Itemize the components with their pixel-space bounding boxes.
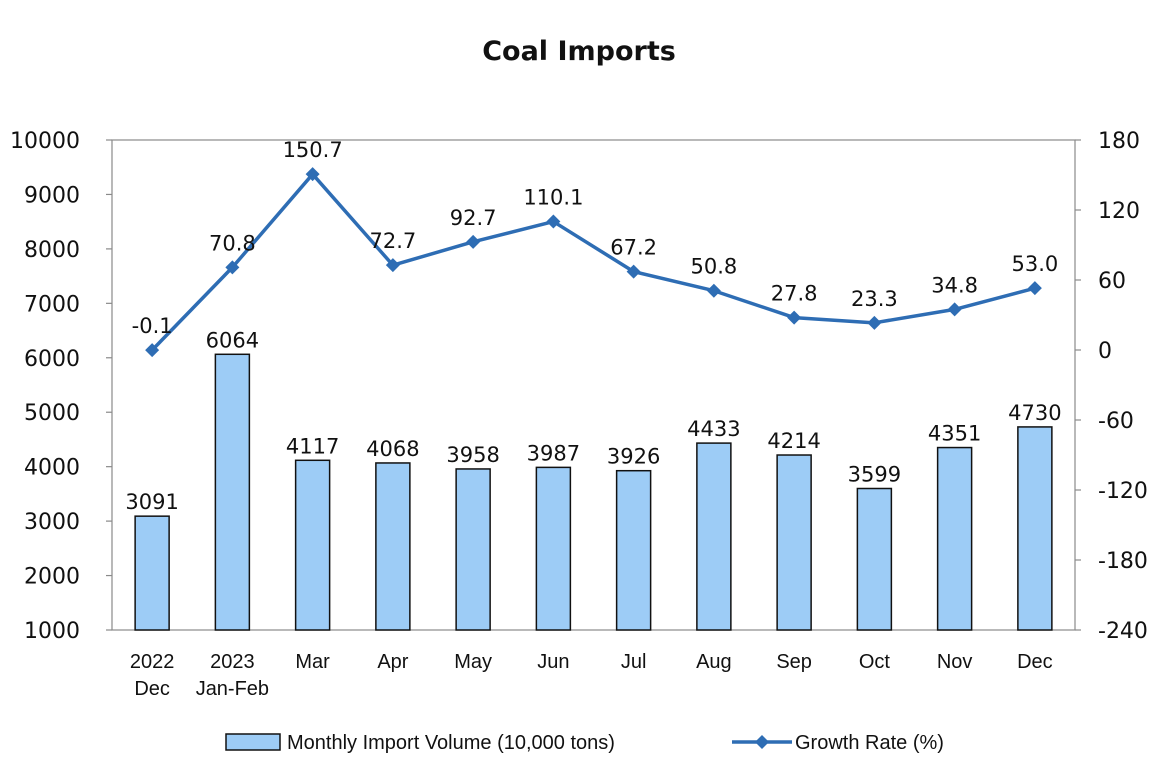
- bar: [375, 462, 411, 631]
- growth-rate-value-label: 53.0: [1011, 252, 1058, 276]
- left-axis-tick-label: 4000: [24, 456, 80, 481]
- x-axis-category-label: Apr: [377, 651, 408, 673]
- bar: [455, 468, 491, 631]
- growth-rate-marker: [546, 214, 561, 229]
- x-axis-category-label: Sep: [776, 651, 812, 673]
- growth-rate-marker: [947, 302, 962, 317]
- bar-series: [134, 353, 1053, 631]
- x-axis-category-label: Dec: [134, 678, 170, 700]
- bar: [856, 487, 893, 631]
- left-axis-tick-label: 1000: [24, 619, 80, 644]
- left-axis-tick-label: 10000: [10, 129, 80, 154]
- bar: [214, 353, 251, 631]
- axes: 1000 2000 3000 4000 5000 6000 7000 8000 9000 1000…: [10, 129, 1148, 700]
- growth-rate-value-label: 27.8: [771, 282, 818, 306]
- x-axis-category-label: 2022: [130, 651, 175, 673]
- growth-rate-value-label: 34.8: [931, 273, 978, 297]
- bar-value-label: 4117: [286, 434, 339, 458]
- x-axis-category-label: Aug: [696, 651, 732, 673]
- growth-rate-value-label: -0.1: [132, 314, 173, 338]
- legend-bar-swatch: [225, 733, 281, 751]
- bar: [294, 459, 331, 631]
- growth-rate-marker: [626, 264, 641, 279]
- bar-value-label: 4730: [1008, 401, 1061, 425]
- left-axis-tick-label: 9000: [24, 183, 80, 208]
- bar: [696, 442, 732, 631]
- x-axis-category-label: Jun: [537, 651, 569, 673]
- growth-rate-value-label: 110.1: [523, 186, 583, 210]
- left-axis-tick-label: 5000: [24, 401, 80, 426]
- growth-rate-marker: [385, 258, 400, 273]
- bar: [776, 454, 812, 631]
- x-axis-category-label: Mar: [295, 651, 330, 673]
- right-axis-tick-label: -120: [1098, 479, 1148, 504]
- chart-title: Coal Imports: [482, 36, 676, 67]
- x-axis-category-label: Jan-Feb: [196, 678, 269, 700]
- x-axis-category-label: Dec: [1017, 651, 1053, 673]
- left-axis-tick-label: 7000: [24, 292, 80, 317]
- bar-value-label: 3987: [527, 441, 580, 465]
- right-axis-tick-label: 0: [1098, 339, 1112, 364]
- growth-rate-marker: [1027, 281, 1042, 296]
- x-axis-category-label: Jul: [621, 651, 647, 673]
- growth-rate-marker: [305, 167, 320, 182]
- growth-rate-marker: [225, 260, 240, 275]
- left-axis-tick-label: 8000: [24, 238, 80, 263]
- left-axis-tick-label: 3000: [24, 510, 80, 535]
- legend-line-marker: [755, 735, 769, 749]
- data-labels: 3091 6064 4117 4068 3958 3987 3926 4433 4214 3599…: [125, 138, 1061, 514]
- legend-bar-label: Monthly Import Volume (10,000 tons): [287, 732, 615, 754]
- bar-value-label: 6064: [206, 328, 259, 352]
- growth-rate-value-label: 150.7: [283, 138, 343, 162]
- growth-rate-marker: [867, 315, 882, 330]
- bar: [535, 466, 572, 631]
- right-axis-tick-label: -240: [1098, 619, 1148, 644]
- bar-value-label: 3599: [848, 462, 901, 486]
- legend: Monthly Import Volume (10,000 tons) Growt…: [225, 732, 944, 754]
- bar-value-label: 4433: [687, 417, 740, 441]
- plot-frame: [111, 139, 1076, 631]
- left-axis-tick-label: 2000: [24, 565, 80, 590]
- bar-value-label: 4068: [366, 437, 419, 461]
- x-axis-category-label: May: [454, 651, 492, 673]
- x-axis-category-label: Nov: [937, 651, 973, 673]
- bar-value-label: 3926: [607, 445, 660, 469]
- legend-line-label: Growth Rate (%): [795, 732, 944, 754]
- x-axis-category-label: 2023: [210, 651, 255, 673]
- left-axis-tick-label: 6000: [24, 347, 80, 372]
- bar: [936, 446, 973, 631]
- growth-rate-value-label: 50.8: [690, 255, 737, 279]
- growth-rate-value-label: 70.8: [209, 231, 256, 255]
- bar-value-label: 4351: [928, 422, 981, 446]
- growth-rate-line: [150, 172, 1036, 352]
- growth-rate-marker: [787, 310, 802, 325]
- right-axis-tick-label: 60: [1098, 269, 1126, 294]
- growth-rate-marker: [706, 283, 721, 298]
- growth-rate-marker: [466, 234, 481, 249]
- bar: [615, 469, 652, 631]
- line-series: [145, 167, 1042, 358]
- growth-rate-marker: [145, 343, 160, 358]
- bar-value-label: 4214: [767, 429, 820, 453]
- growth-rate-value-label: 72.7: [369, 229, 416, 253]
- bar: [134, 515, 170, 631]
- x-axis-category-label: Oct: [859, 651, 891, 673]
- bar: [1017, 426, 1053, 631]
- right-axis-tick-label: 120: [1098, 199, 1140, 224]
- bar-value-label: 3091: [125, 490, 178, 514]
- right-axis-tick-label: -60: [1098, 409, 1134, 434]
- bar-value-label: 3958: [446, 443, 499, 467]
- growth-rate-value-label: 92.7: [450, 206, 497, 230]
- growth-rate-value-label: 23.3: [851, 287, 898, 311]
- right-axis-tick-label: 180: [1098, 129, 1140, 154]
- right-axis-tick-label: -180: [1098, 549, 1148, 574]
- growth-rate-value-label: 67.2: [610, 236, 657, 260]
